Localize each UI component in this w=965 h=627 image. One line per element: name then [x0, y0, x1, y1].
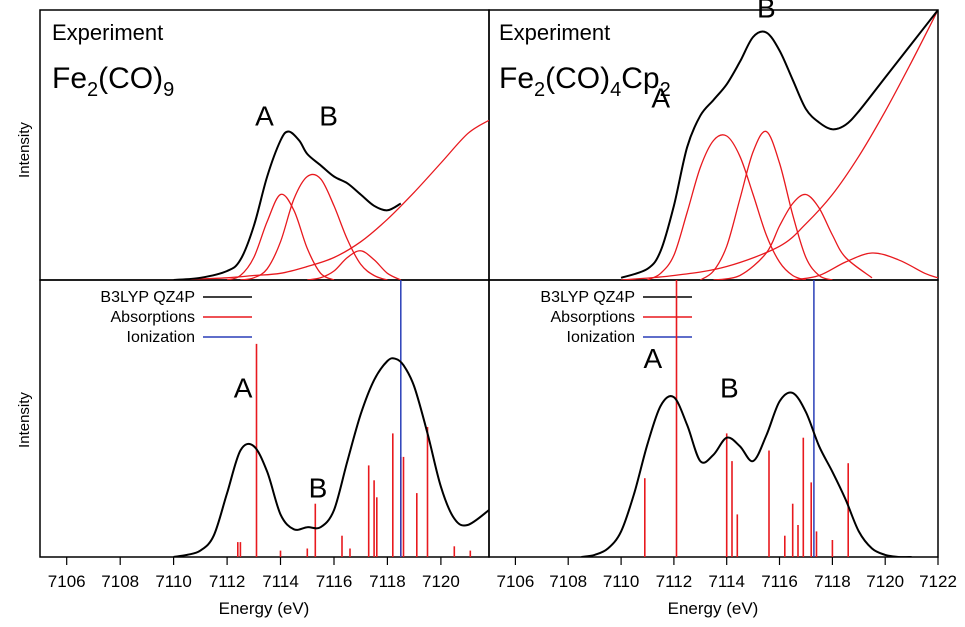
y-axis-label-bottom: Intensity	[16, 392, 33, 448]
legend-label-ionization: Ionization	[127, 329, 196, 346]
x-tick-label: 7120	[866, 572, 904, 591]
fit-component-line	[307, 250, 402, 280]
peak-label: B	[757, 0, 776, 24]
fit-component-line	[226, 193, 335, 280]
legend-bottom-left: B3LYP QZ4P Absorptions Ionization	[100, 289, 252, 346]
panel-bottom-right: A B 7106 7108 7110 7112 7114 7116 7118 7120 7122	[496, 280, 957, 591]
compound-subscript: 4	[610, 79, 621, 101]
compound-label-top-left: Fe2(CO)9	[52, 62, 174, 101]
compound-subscript: 9	[163, 79, 174, 101]
compound-subscript: 2	[534, 79, 545, 101]
fit-component-line	[240, 173, 388, 280]
compound-part: (CO)	[545, 62, 610, 95]
legend-label-calculated: B3LYP QZ4P	[540, 289, 635, 306]
compound-part: Fe	[499, 62, 534, 95]
x-tick-label: 7120	[422, 572, 460, 591]
peak-label: A	[643, 343, 662, 374]
panel-title-top-left: Experiment	[52, 20, 163, 45]
panel-title-top-right: Experiment	[499, 20, 610, 45]
compound-part: Fe	[52, 62, 87, 95]
fit-component-line	[713, 193, 873, 280]
x-tick-label: 7108	[101, 572, 139, 591]
legend-label-calculated: B3LYP QZ4P	[100, 289, 195, 306]
x-tick-label: 7114	[262, 572, 299, 591]
x-tick-label: 7112	[656, 572, 693, 591]
legend-bottom-right: B3LYP QZ4P Absorptions Ionization	[540, 289, 692, 346]
x-tick-label: 7122	[919, 572, 957, 591]
peak-label: A	[255, 101, 274, 132]
peak-label: A	[234, 373, 253, 404]
fit-component-line	[621, 10, 938, 280]
plot-area	[173, 280, 489, 557]
plot-area	[581, 280, 912, 557]
y-axis-label-top: Intensity	[16, 122, 33, 178]
x-tick-label: 7114	[708, 572, 745, 591]
compound-label-top-right: Fe2(CO)4Cp2	[499, 62, 671, 101]
plot-area	[173, 119, 489, 280]
total-spectrum-line	[173, 130, 402, 280]
legend-label-absorptions: Absorptions	[551, 309, 636, 326]
x-tick-label: 7116	[761, 572, 798, 591]
fit-component-line	[699, 130, 833, 280]
x-tick-label: 7106	[48, 572, 86, 591]
total-spectrum-line	[581, 391, 912, 557]
peak-label: B	[720, 373, 739, 404]
peak-label: A	[651, 83, 670, 114]
peak-label: B	[309, 473, 328, 504]
x-tick-label: 7110	[155, 572, 192, 591]
x-tick-label: 7108	[549, 572, 587, 591]
fit-component-line	[647, 134, 807, 280]
legend-label-absorptions: Absorptions	[111, 309, 196, 326]
compound-subscript: 2	[660, 79, 671, 101]
x-tick-label: 7116	[316, 572, 353, 591]
plot-area	[620, 10, 938, 280]
panel-top-right: AB	[620, 0, 938, 280]
compound-part: (CO)	[98, 62, 163, 95]
fit-component-line	[792, 252, 938, 280]
legend-label-ionization: Ionization	[567, 329, 636, 346]
compound-part: Cp	[621, 62, 659, 95]
x-axis-label-left: Energy (eV)	[219, 599, 310, 618]
panel-bottom-left: A B 7106 7108 7110 7112 7114 7116 7118 7120	[48, 280, 489, 591]
x-tick-label: 7112	[209, 572, 246, 591]
x-tick-label: 7118	[814, 572, 851, 591]
fit-component-line	[173, 119, 489, 280]
compound-subscript: 2	[87, 79, 98, 101]
x-tick-label: 7106	[496, 572, 534, 591]
x-tick-label: 7118	[369, 572, 406, 591]
total-spectrum-line	[620, 10, 938, 279]
x-tick-label: 7110	[603, 572, 640, 591]
x-axis-label-right: Energy (eV)	[668, 599, 759, 618]
peak-label: B	[319, 101, 338, 132]
total-spectrum-line	[173, 357, 489, 557]
